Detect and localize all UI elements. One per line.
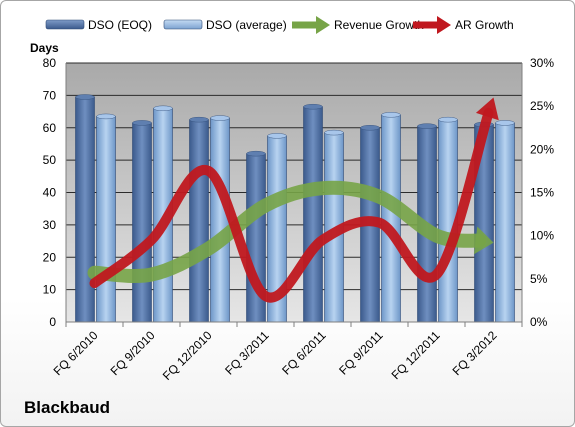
bar-top-dso-average-6	[438, 116, 458, 123]
bar-top-dso-average-5	[381, 112, 401, 118]
legend-arrowhead-2	[316, 16, 330, 34]
bar-dso-average-5	[381, 114, 401, 323]
y-axis-title: Days	[30, 41, 59, 55]
bar-top-dso-eoq-6	[417, 123, 437, 129]
bar-top-dso-eoq-0	[75, 94, 95, 100]
bar-dso-eoq-1	[132, 122, 152, 323]
right-axis-ticks: 0% 5% 10% 15% 20% 25% 30%	[530, 56, 554, 329]
y-tick-label-3: 30	[43, 218, 57, 232]
bar-top-dso-average-1	[153, 105, 173, 112]
line-revenue-growth	[87, 180, 487, 283]
arrowhead-ar-growth	[475, 97, 499, 121]
bar-top-dso-average-4	[324, 129, 344, 136]
legend: DSO (EOQ) DSO (average) Revenue Growth AR G…	[45, 16, 514, 34]
legend-swatch-1	[163, 19, 203, 30]
bar-dso-average-0	[96, 116, 116, 323]
axes	[65, 63, 523, 327]
bar-top-dso-eoq-2	[189, 116, 209, 123]
legend-label-3: AR Growth	[455, 18, 514, 32]
x-axis-ticks: FQ 6/2010 FQ 9/2010 FQ 12/2010 FQ 3/2011 FQ …	[51, 328, 500, 383]
y-tick-label-6: 60	[43, 121, 57, 135]
y-tick-label-4: 40	[43, 186, 57, 200]
y2-tick-label-0: 0%	[530, 315, 548, 329]
x-tick-label-5: FQ 9/2011	[336, 328, 386, 378]
y-tick-label-2: 20	[43, 250, 57, 264]
legend-label-2: Revenue Growth	[334, 18, 424, 32]
y2-tick-label-4: 20%	[530, 142, 554, 156]
bar-top-dso-average-0	[96, 113, 116, 120]
bar-top-dso-eoq-5	[360, 125, 380, 131]
x-tick-label-1: FQ 9/2010	[108, 328, 158, 378]
x-tick-label-0: FQ 6/2010	[51, 328, 101, 378]
left-axis-ticks: 0 10 20 30 40 50 60 70 80	[43, 56, 57, 329]
arrowhead-revenue-growth	[473, 226, 494, 255]
line-series	[87, 97, 499, 303]
x-tick-label-3: FQ 3/2011	[222, 328, 272, 378]
y2-tick-label-1: 5%	[530, 272, 548, 286]
legend-label-1: DSO (average)	[206, 18, 287, 32]
y2-tick-label-6: 30%	[530, 56, 554, 70]
legend-arrowhead-3	[437, 16, 451, 34]
y2-tick-label-5: 25%	[530, 99, 554, 113]
bar-top-dso-eoq-4	[303, 104, 323, 110]
y2-tick-label-3: 15%	[530, 186, 554, 200]
bar-dso-average-2	[210, 117, 230, 323]
bar-dso-eoq-4	[303, 106, 323, 323]
bar-top-dso-average-3	[267, 133, 287, 139]
x-tick-label-7: FQ 3/2012	[450, 328, 500, 378]
bar-dso-average-7	[495, 122, 515, 323]
y-tick-label-5: 50	[43, 153, 57, 167]
company-label: Blackbaud	[24, 398, 110, 417]
y-tick-label-0: 0	[49, 315, 56, 329]
legend-label-0: DSO (EOQ)	[88, 18, 152, 32]
bar-top-dso-eoq-3	[246, 150, 266, 157]
bar-dso-eoq-2	[189, 119, 209, 323]
y-tick-label-1: 10	[43, 283, 57, 297]
x-tick-label-2: FQ 12/2010	[160, 328, 215, 383]
y-tick-label-7: 70	[43, 88, 57, 102]
legend-swatch-0	[45, 19, 85, 30]
bar-top-dso-average-7	[495, 120, 515, 126]
bar-top-dso-eoq-1	[132, 120, 152, 126]
bar-top-dso-average-2	[210, 115, 230, 121]
x-tick-label-4: FQ 6/2011	[279, 328, 329, 378]
y2-tick-label-2: 10%	[530, 229, 554, 243]
line-ar-growth	[89, 107, 494, 303]
bar-dso-eoq-0	[75, 96, 95, 323]
y-tick-label-8: 80	[43, 56, 57, 70]
x-tick-label-6: FQ 12/2011	[389, 328, 443, 382]
